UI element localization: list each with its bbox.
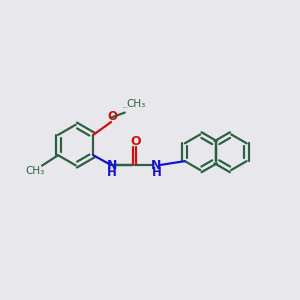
Text: O: O <box>130 135 141 148</box>
Text: CH₃: CH₃ <box>26 166 45 176</box>
Text: H: H <box>107 166 117 179</box>
Text: N: N <box>107 159 117 172</box>
Text: O: O <box>107 110 117 123</box>
Text: CH₃: CH₃ <box>126 99 145 109</box>
Text: N: N <box>151 159 162 172</box>
Text: methoxy: methoxy <box>123 106 129 108</box>
Text: H: H <box>152 166 161 179</box>
